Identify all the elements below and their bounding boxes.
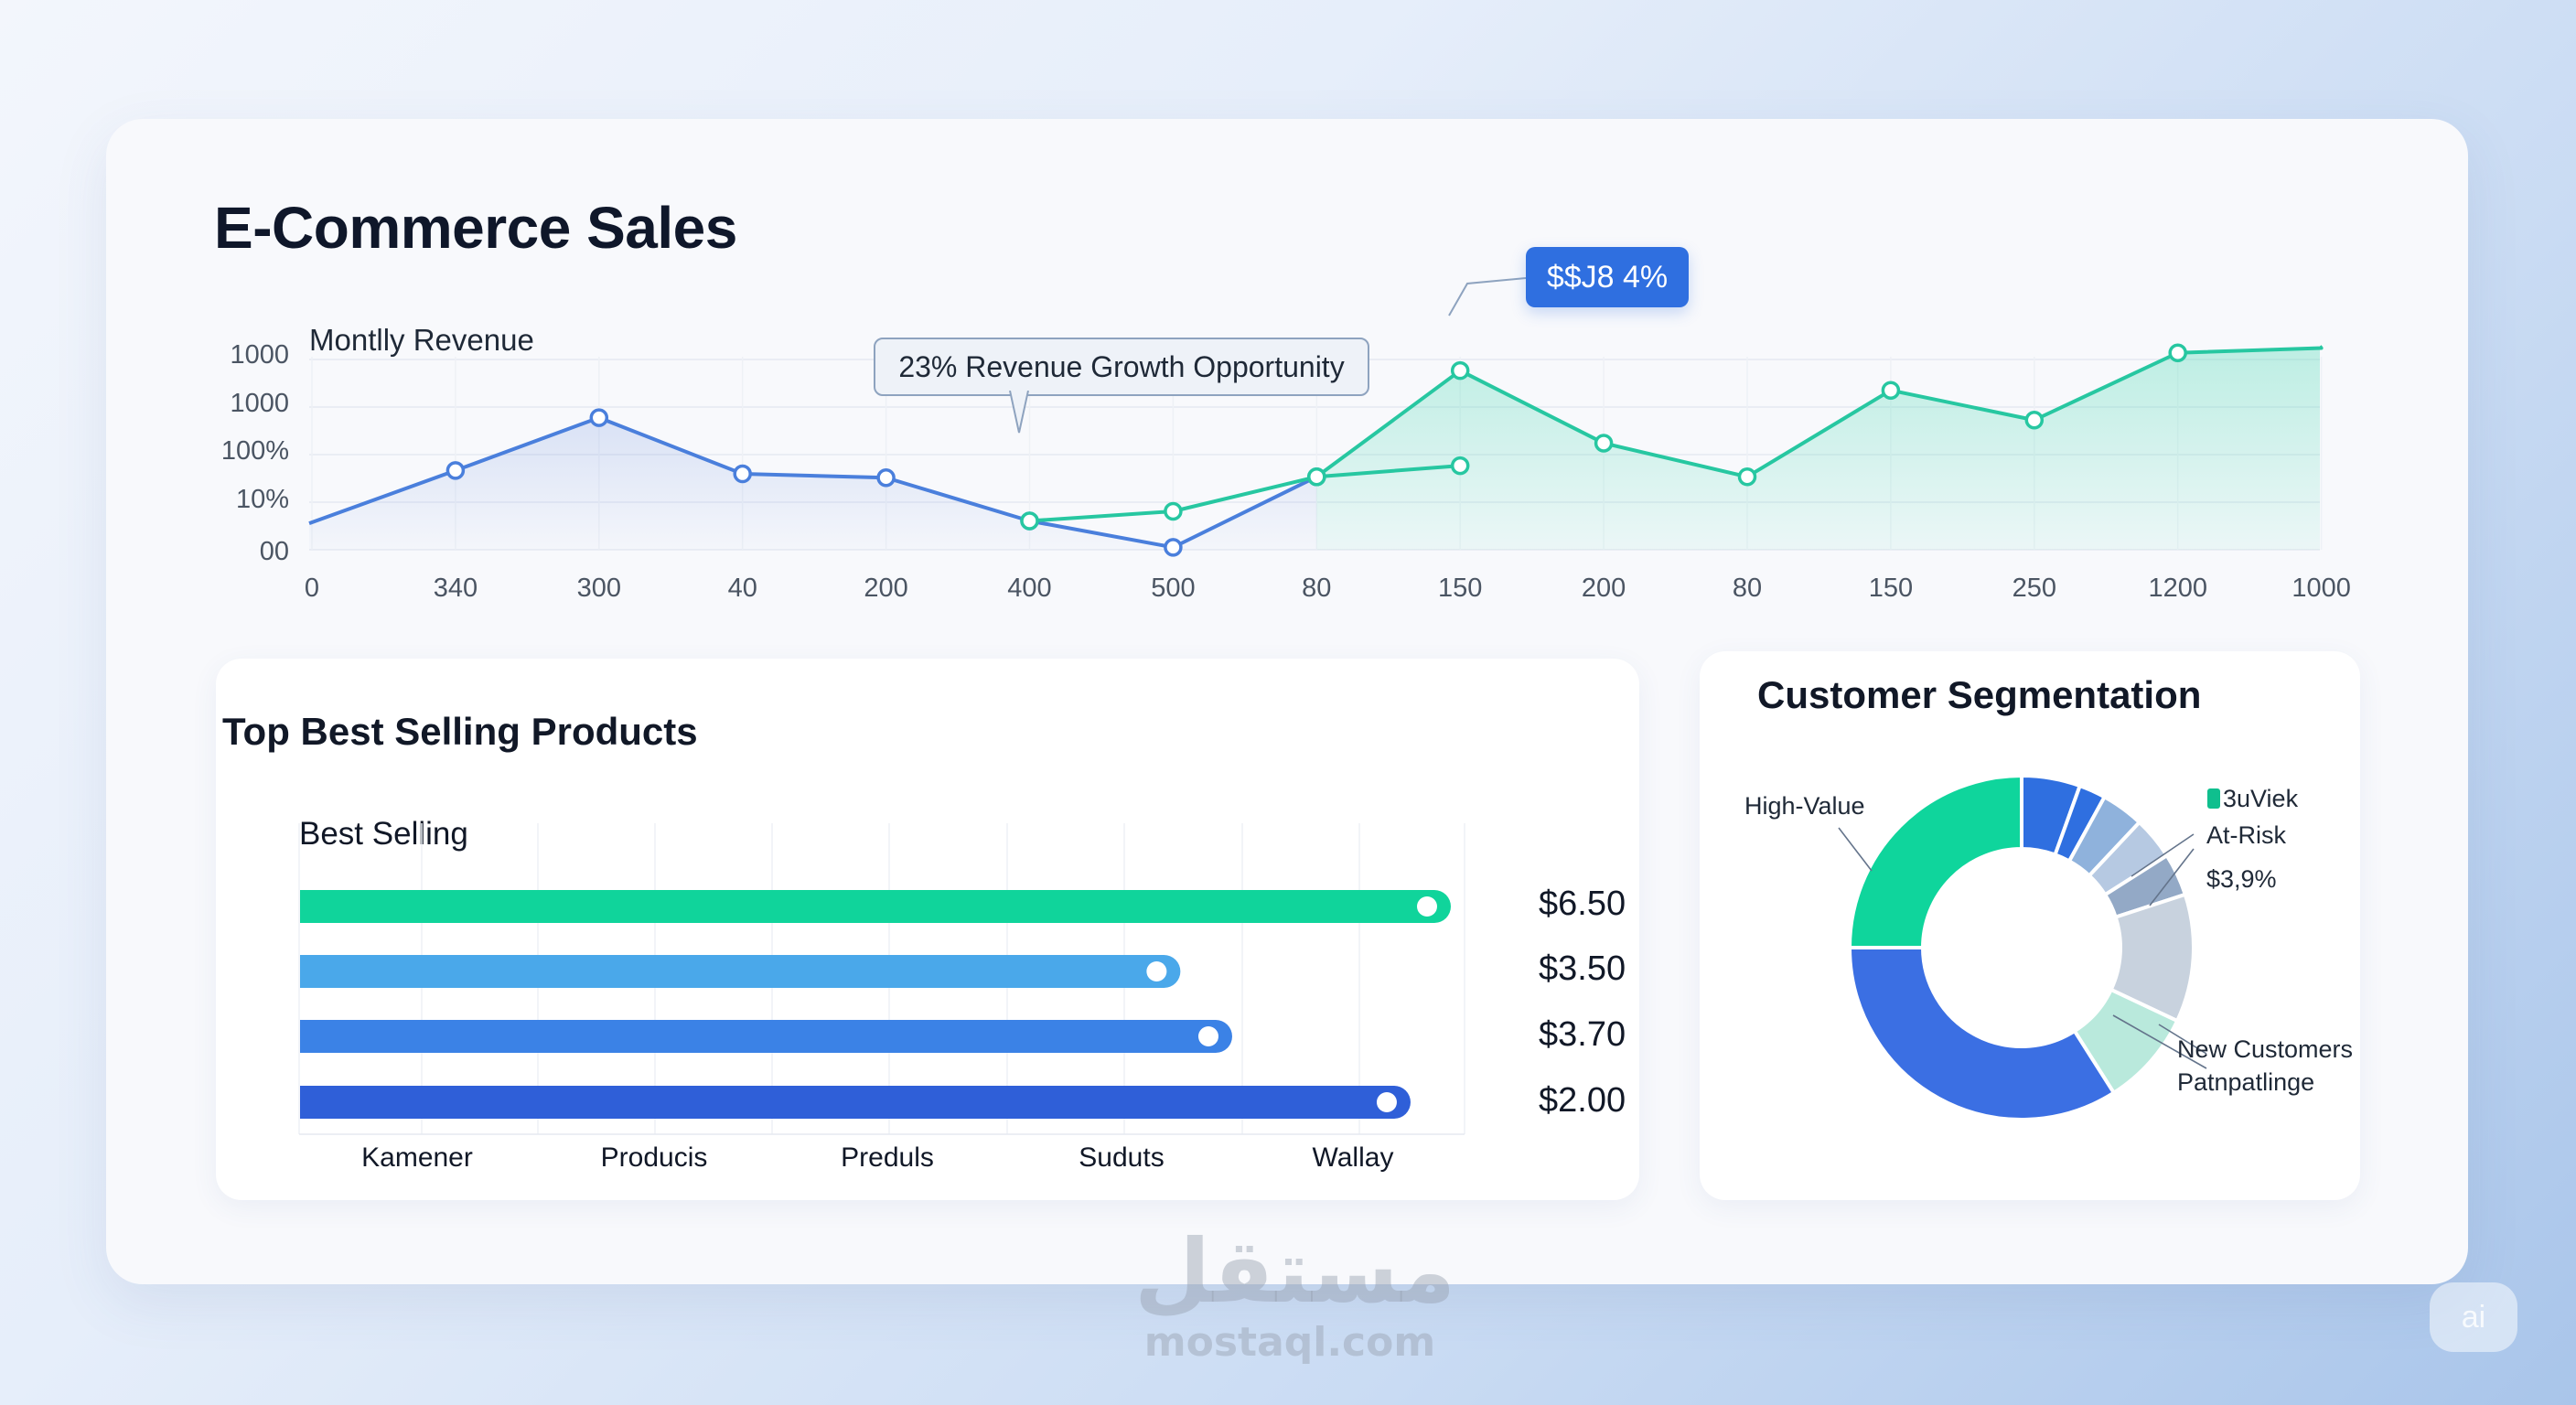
data-point: [1881, 381, 1901, 400]
bar-end-marker: [1417, 896, 1437, 917]
bar-value-label: $2.00: [1539, 1081, 1626, 1120]
bar-category-label: Preduls: [841, 1142, 934, 1173]
badge-connector: [1448, 277, 1527, 316]
x-tick-label: 400: [1007, 574, 1051, 603]
x-tick-label: 200: [1582, 574, 1626, 603]
x-tick-label: 300: [577, 574, 621, 603]
growth-callout: 23% Revenue Growth Opportunity: [874, 338, 1369, 396]
data-point: [1020, 511, 1039, 531]
x-tick-label: 80: [1733, 574, 1762, 603]
watermark-latin: mostaql.com: [1143, 1319, 1436, 1366]
data-point: [1307, 467, 1326, 487]
revenue-chart: 0 340 300 40 200 400 500 80 150 200 80 150 250 1200 10…: [221, 277, 2351, 603]
bar-category-label: Kamener: [361, 1142, 473, 1173]
series-line: [308, 415, 1318, 550]
segment-label-high-value: High-Value: [1744, 792, 1865, 820]
data-point: [876, 468, 896, 488]
data-point: [1450, 360, 1470, 381]
data-point: [1594, 434, 1614, 453]
segment-label-legend: 3uViek: [2223, 785, 2299, 812]
product-bar: [300, 1020, 1232, 1053]
y-tick-label: 1000: [230, 340, 289, 370]
revenue-chart-label: Montlly Revenue: [309, 323, 534, 357]
bar-end-marker: [1146, 961, 1167, 981]
product-bar: [300, 1086, 1411, 1119]
watermark: مستقل mostaql.com: [1134, 1220, 1456, 1368]
product-bar-edge: [300, 1086, 318, 1119]
x-tick-label: 1200: [2148, 574, 2207, 603]
callout-pointer: [1009, 391, 1029, 434]
donut-slice: [1848, 946, 2116, 1121]
series-area: [1316, 346, 2322, 550]
bar-value-label: $3.50: [1539, 949, 1626, 988]
bar-value-label: $3.70: [1539, 1015, 1626, 1054]
segmentation-title: Customer Segmentation: [1757, 673, 2202, 716]
label-leader-lines: [1838, 827, 2207, 1069]
segment-label-at-risk: At-Risk: [2206, 821, 2286, 849]
segment-label-secondary: Patnpatlinge: [2177, 1068, 2315, 1096]
data-point: [1164, 501, 1183, 521]
legend-swatch: [2207, 788, 2220, 809]
x-tick-label: 40: [728, 574, 757, 603]
page-title: E-Commerce Sales: [214, 195, 737, 261]
bar-chart-subtitle: Best Selling: [299, 816, 468, 852]
segment-label-percentage: $3,9%: [2206, 865, 2277, 893]
corner-watermark: ai: [2430, 1282, 2517, 1352]
y-tick-label: 10%: [236, 485, 289, 514]
segment-label-new-customers: New Customers: [2177, 1035, 2354, 1063]
data-point: [445, 461, 466, 480]
y-tick-label: 00: [260, 537, 289, 566]
series-area: [309, 417, 1317, 550]
data-point: [2024, 411, 2045, 430]
bar-category-label: Suduts: [1079, 1142, 1165, 1173]
bar-category-label: Producis: [600, 1142, 708, 1173]
product-bar: [300, 955, 1181, 988]
series-line: [1029, 464, 1461, 523]
data-point: [589, 408, 609, 427]
x-tick-label: 150: [1438, 574, 1482, 603]
products-title: Top Best Selling Products: [222, 710, 698, 753]
y-tick-label: 1000: [230, 389, 289, 418]
y-tick-label: 100%: [221, 436, 289, 466]
watermark-arabic: مستقل: [1134, 1220, 1456, 1323]
x-tick-label: 1000: [2292, 574, 2351, 603]
data-point: [1737, 467, 1757, 487]
product-bar-edge: [300, 955, 318, 988]
x-tick-label: 500: [1151, 574, 1195, 603]
bar-value-label: $6.50: [1539, 885, 1626, 923]
x-tick-label: 0: [305, 574, 319, 603]
x-tick-label: 250: [2012, 574, 2056, 603]
x-tick-label: 150: [1869, 574, 1913, 603]
data-point: [1450, 456, 1470, 476]
x-tick-label: 200: [864, 574, 907, 603]
highlight-badge: $$J8 4%: [1526, 247, 1689, 307]
x-tick-label: 80: [1302, 574, 1331, 603]
donut-slice: [1848, 774, 2023, 949]
product-bar: [300, 890, 1451, 923]
data-point: [1164, 538, 1183, 557]
product-bar-edge: [300, 1020, 318, 1053]
bar-category-label: Wallay: [1312, 1142, 1394, 1173]
bar-end-marker: [1376, 1092, 1397, 1112]
product-bar-edge: [300, 890, 318, 923]
data-point: [2168, 343, 2187, 362]
data-point: [733, 464, 752, 484]
x-tick-label: 340: [434, 574, 478, 603]
bar-end-marker: [1197, 1026, 1218, 1046]
